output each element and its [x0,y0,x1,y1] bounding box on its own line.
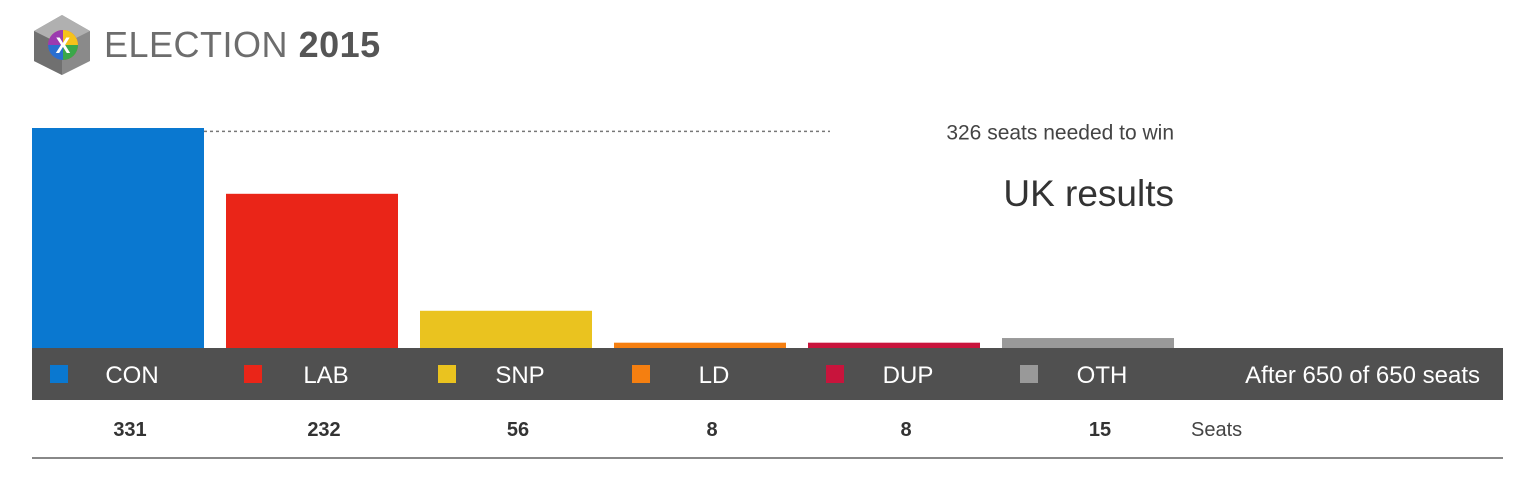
seat-value-dup: 8 [900,419,911,441]
seats-row-label: Seats [1191,419,1242,441]
legend-label-dup: DUP [883,362,934,389]
bar-con [32,128,204,348]
legend-label-snp: SNP [495,362,544,389]
bar-oth [1002,338,1174,348]
logo-text: ELECTION 2015 [104,24,381,66]
legend-swatch-dup [826,365,844,383]
logo-text-main: ELECTION [104,24,289,65]
bars-group [32,128,1174,348]
legend-label-oth: OTH [1077,362,1128,389]
progress-label: After 650 of 650 seats [1245,362,1480,389]
chart-title: UK results [1003,173,1174,214]
bar-snp [420,310,592,348]
legend-swatch-con [50,365,68,383]
bar-lab [226,193,398,348]
legend-bar [32,348,1503,400]
seat-value-snp: 56 [507,419,529,441]
ballot-cube-icon: X [34,15,90,75]
svg-text:X: X [56,33,71,58]
threshold-label: 326 seats needed to win [946,121,1174,144]
bar-dup [808,342,980,348]
legend-swatch-oth [1020,365,1038,383]
bar-ld [614,342,786,348]
legend-group: CON LAB SNP LD DUP OTH [50,362,1127,389]
seat-value-ld: 8 [706,419,717,441]
election-logo: X ELECTION 2015 [30,14,381,76]
legend-swatch-ld [632,365,650,383]
threshold-group: 326 seats needed to win [204,121,1174,144]
logo-text-year: 2015 [298,24,381,65]
seat-value-oth: 15 [1089,419,1111,441]
seat-value-lab: 232 [307,419,340,441]
legend-label-con: CON [105,362,158,389]
values-group: 331 232 56 8 8 15 [113,419,1111,441]
legend-label-ld: LD [699,362,730,389]
legend-label-lab: LAB [303,362,348,389]
seat-value-con: 331 [113,419,146,441]
legend-swatch-snp [438,365,456,383]
legend-swatch-lab [244,365,262,383]
